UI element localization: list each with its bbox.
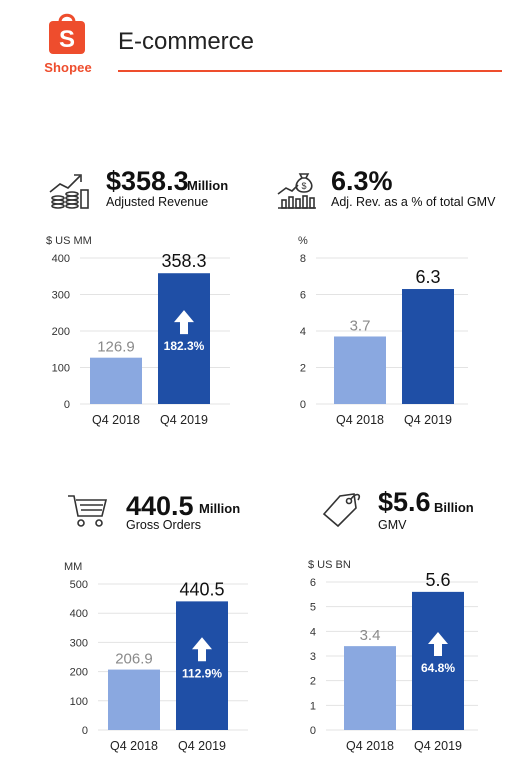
growth-arrow-icon [192, 637, 212, 662]
growth-label: 112.9% [182, 666, 222, 680]
x-category-label: Q4 2019 [414, 739, 462, 753]
x-category-label: Q4 2018 [110, 739, 158, 753]
y-tick-label: 400 [70, 608, 88, 620]
y-tick-label: 6 [300, 290, 306, 302]
gmv-bar-chart: $ US BN 0 1 2 3 4 5 6 3.4 Q4 2018 5.6 Q4 2019 64.8% [308, 559, 478, 753]
brand-name: Shopee [44, 60, 92, 75]
kpi-value: 6.3% [331, 166, 393, 196]
shopee-logo: S Shopee [36, 10, 100, 78]
gross-orders-bar-chart: MM 0 100 200 300 400 500 206.9 Q4 2018 440.5 Q4 20… [64, 561, 248, 753]
x-category-label: Q4 2018 [336, 413, 384, 427]
shopping-bag-logo-icon: S [49, 13, 85, 54]
kpi-caption: Adj. Rev. as a % of total GMV [331, 195, 496, 209]
bar-value-label: 126.9 [97, 339, 135, 356]
y-tick-label: 4 [310, 626, 316, 638]
y-tick-label: 400 [52, 253, 70, 265]
y-tick-label: 300 [52, 290, 70, 302]
y-tick-label: 6 [310, 577, 316, 589]
y-tick-label: 500 [70, 579, 88, 591]
price-tag-icon [322, 493, 361, 528]
growth-label: 182.3% [164, 339, 205, 353]
page-title: E-commerce [118, 28, 255, 55]
y-axis-unit-label: $ US MM [46, 235, 92, 247]
y-tick-label: 100 [70, 696, 88, 708]
kpi-unit: Billion [434, 500, 474, 515]
kpi-caption: Adjusted Revenue [106, 195, 209, 209]
y-tick-label: 8 [300, 253, 306, 265]
bar-value-label: 5.6 [425, 570, 450, 590]
bar [158, 273, 210, 404]
bar-value-label: 206.9 [115, 651, 153, 668]
kpi-caption: Gross Orders [126, 518, 202, 532]
title-divider [118, 70, 502, 72]
kpi-unit: Million [187, 178, 229, 193]
kpi-unit: Million [199, 501, 241, 516]
bar [108, 669, 160, 730]
bar-value-label: 3.7 [350, 317, 371, 334]
bar [334, 336, 386, 404]
rising-revenue-chart-icon [49, 174, 89, 209]
x-category-label: Q4 2019 [178, 739, 226, 753]
y-tick-label: 2 [300, 363, 306, 375]
bar [90, 357, 142, 404]
y-tick-label: 200 [70, 667, 88, 679]
y-tick-label: 0 [300, 399, 306, 411]
x-category-label: Q4 2019 [404, 413, 452, 427]
y-tick-label: 300 [70, 637, 88, 649]
kpi-caption: GMV [378, 518, 407, 532]
x-category-label: Q4 2019 [160, 413, 208, 427]
growth-arrow-icon [428, 632, 448, 657]
bar [402, 289, 454, 404]
y-tick-label: 5 [310, 602, 316, 614]
y-tick-label: 0 [310, 725, 316, 737]
y-tick-label: 0 [64, 399, 70, 411]
y-axis-unit-label: MM [64, 561, 82, 573]
x-category-label: Q4 2018 [92, 413, 140, 427]
y-axis-unit-label: % [298, 235, 308, 247]
y-tick-label: 1 [310, 700, 316, 712]
y-tick-label: 4 [300, 326, 306, 338]
y-tick-label: 3 [310, 651, 316, 663]
shopping-cart-icon [68, 495, 108, 527]
growth-label: 64.8% [421, 661, 455, 675]
svg-text:S: S [59, 26, 75, 53]
growth-arrow-icon [174, 310, 194, 335]
bar [344, 646, 396, 730]
y-tick-label: 100 [52, 363, 70, 375]
bar-value-label: 3.4 [360, 627, 381, 644]
money-bag-growth-icon: $ [277, 173, 316, 209]
bar [412, 591, 464, 730]
kpi-value: 440.5 [126, 491, 194, 521]
bar-value-label: 6.3 [415, 267, 440, 287]
x-category-label: Q4 2018 [346, 739, 394, 753]
bar-value-label: 358.3 [161, 251, 206, 271]
bar [176, 601, 228, 730]
kpi-value: $358.3 [106, 166, 189, 196]
adjusted-revenue-bar-chart: $ US MM 0 100 200 300 400 126.9 Q4 2018 358.3 Q4 … [46, 235, 230, 427]
bar-value-label: 440.5 [179, 579, 224, 599]
y-tick-label: 0 [82, 725, 88, 737]
y-tick-label: 2 [310, 676, 316, 688]
svg-text:$: $ [301, 181, 306, 191]
revenue-share-bar-chart: % 0 2 4 6 8 3.7 Q4 2018 6.3 Q4 2019 [298, 235, 468, 427]
y-axis-unit-label: $ US BN [308, 559, 351, 571]
y-tick-label: 200 [52, 326, 70, 338]
kpi-value: $5.6 [378, 487, 431, 517]
